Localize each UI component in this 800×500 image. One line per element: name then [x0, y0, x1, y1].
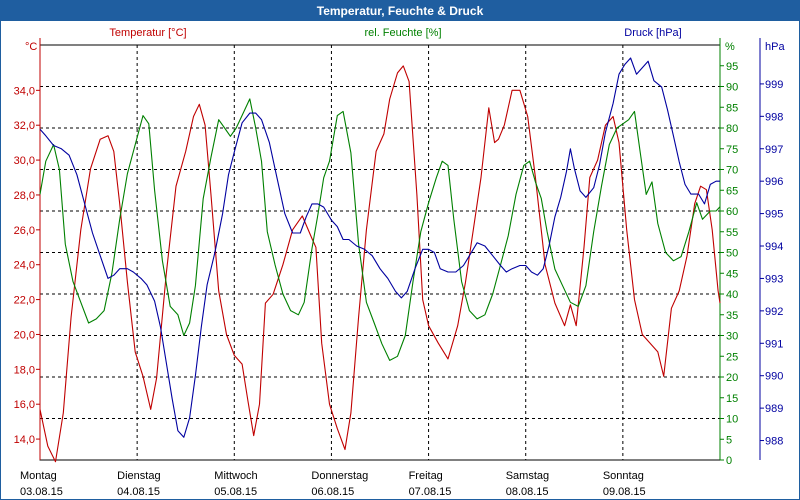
pressure-tick-label: 995 [765, 209, 783, 221]
pressure-tick-label: 989 [765, 403, 783, 415]
x-tick-weekday: Montag [20, 470, 57, 482]
pressure-unit: hPa [765, 41, 785, 53]
x-tick-weekday: Sonntag [603, 470, 644, 482]
tick-labels: 14,0 16,0 18,0 20,0 22,0 24,0 26,0 28,0 30,0 32,0… [14, 61, 784, 498]
x-tick-date: 09.08.15 [603, 486, 646, 498]
humidity-tick-label: 40 [726, 289, 738, 301]
pressure-tick-label: 994 [765, 241, 783, 253]
pressure-tick-label: 999 [765, 79, 783, 91]
pressure-series-line [39, 57, 720, 438]
humidity-tick-label: 15 [726, 393, 738, 405]
x-tick-weekday: Donnerstag [311, 470, 368, 482]
humidity-tick-label: 60 [726, 206, 738, 218]
humidity-unit: % [725, 41, 735, 53]
temperature-tick-label: 14,0 [14, 434, 35, 446]
x-tick-weekday: Dienstag [117, 470, 160, 482]
humidity-tick-label: 70 [726, 165, 738, 177]
humidity-tick-label: 80 [726, 123, 738, 135]
humidity-tick-label: 10 [726, 414, 738, 426]
pressure-tick-label: 993 [765, 273, 783, 285]
pressure-legend: Druck [hPa] [624, 27, 681, 39]
humidity-tick-label: 30 [726, 331, 738, 343]
grid [40, 45, 720, 460]
temperature-tick-label: 34,0 [14, 85, 35, 97]
x-tick-weekday: Freitag [409, 470, 443, 482]
chart-title: Temperatur, Feuchte & Druck [1, 1, 799, 21]
humidity-tick-label: 45 [726, 268, 738, 280]
x-tick-weekday: Samstag [506, 470, 549, 482]
temperature-tick-label: 16,0 [14, 399, 35, 411]
temperature-tick-label: 22,0 [14, 295, 35, 307]
humidity-tick-label: 5 [726, 434, 732, 446]
temperature-tick-label: 20,0 [14, 329, 35, 341]
humidity-tick-label: 35 [726, 310, 738, 322]
axes: °C % hPa Temperatur [°C] rel. Feuchte [%… [25, 27, 785, 460]
humidity-tick-label: 55 [726, 227, 738, 239]
temperature-legend: Temperatur [°C] [109, 27, 186, 39]
humidity-tick-label: 95 [726, 61, 738, 73]
humidity-tick-label: 90 [726, 82, 738, 94]
x-tick-weekday: Mittwoch [214, 470, 257, 482]
x-tick-date: 03.08.15 [20, 486, 63, 498]
x-tick-date: 06.08.15 [311, 486, 354, 498]
temperature-unit: °C [25, 41, 37, 53]
pressure-tick-label: 996 [765, 176, 783, 188]
humidity-series-line [39, 98, 721, 361]
x-tick-date: 05.08.15 [214, 486, 257, 498]
pressure-tick-label: 992 [765, 306, 783, 318]
pressure-tick-label: 998 [765, 111, 783, 123]
pressure-tick-label: 997 [765, 144, 783, 156]
x-tick-date: 08.08.15 [506, 486, 549, 498]
temperature-series-line [39, 65, 721, 463]
humidity-tick-label: 20 [726, 372, 738, 384]
pressure-tick-label: 990 [765, 371, 783, 383]
x-tick-date: 04.08.15 [117, 486, 160, 498]
humidity-tick-label: 85 [726, 102, 738, 114]
temperature-tick-label: 30,0 [14, 155, 35, 167]
temperature-tick-label: 26,0 [14, 225, 35, 237]
humidity-legend: rel. Feuchte [%] [364, 27, 441, 39]
temperature-tick-label: 24,0 [14, 260, 35, 272]
x-tick-date: 07.08.15 [409, 486, 452, 498]
humidity-tick-label: 75 [726, 144, 738, 156]
temperature-tick-label: 18,0 [14, 364, 35, 376]
humidity-tick-label: 25 [726, 351, 738, 363]
humidity-tick-label: 0 [726, 455, 732, 467]
temperature-tick-label: 32,0 [14, 120, 35, 132]
temperature-tick-label: 28,0 [14, 190, 35, 202]
humidity-tick-label: 65 [726, 185, 738, 197]
humidity-tick-label: 50 [726, 248, 738, 260]
series [39, 57, 721, 463]
pressure-tick-label: 988 [765, 436, 783, 448]
pressure-tick-label: 991 [765, 338, 783, 350]
